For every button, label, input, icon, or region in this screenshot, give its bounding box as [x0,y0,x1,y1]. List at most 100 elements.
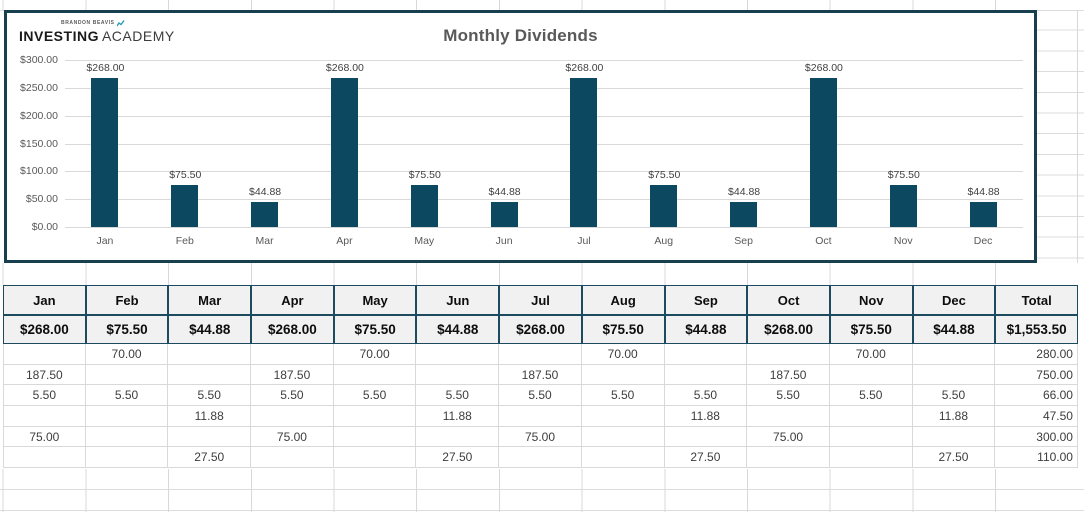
header-cell-aug[interactable]: Aug [581,285,665,315]
detail-cell[interactable] [664,344,748,365]
detail-cell[interactable] [416,344,500,365]
detail-cell[interactable]: 187.50 [3,364,86,386]
detail-cell[interactable] [499,344,582,365]
detail-cell[interactable]: 27.50 [664,447,748,469]
header-cell-dec[interactable]: Dec [912,285,996,315]
monthly-total-cell[interactable]: $44.88 [168,315,252,344]
detail-cell[interactable]: 280.00 [995,344,1078,365]
detail-cell[interactable]: 187.50 [747,364,830,386]
detail-cell[interactable] [499,447,582,469]
detail-cell[interactable] [747,447,830,469]
detail-cell[interactable]: 11.88 [416,406,500,427]
detail-cell[interactable] [3,447,86,469]
detail-cell[interactable] [747,406,830,427]
detail-cell[interactable]: 27.50 [912,447,996,469]
detail-cell[interactable] [829,426,913,448]
bar-may[interactable] [410,184,438,227]
monthly-total-cell[interactable]: $75.50 [85,315,169,344]
bar-nov[interactable] [889,184,917,227]
detail-cell[interactable] [85,426,169,448]
detail-cell[interactable]: 75.00 [3,426,86,448]
detail-cell[interactable]: 5.50 [416,385,500,407]
detail-cell[interactable] [581,364,665,386]
monthly-total-cell[interactable]: $1,553.50 [995,315,1078,344]
detail-cell[interactable] [168,344,252,365]
bar-jul[interactable] [570,77,598,227]
detail-cell[interactable]: 5.50 [581,385,665,407]
header-cell-feb[interactable]: Feb [85,285,169,315]
monthly-total-cell[interactable]: $268.00 [747,315,830,344]
detail-cell[interactable] [168,364,252,386]
detail-cell[interactable] [333,406,417,427]
header-cell-may[interactable]: May [333,285,417,315]
monthly-total-cell[interactable]: $75.50 [333,315,417,344]
bar-aug[interactable] [650,184,678,227]
detail-cell[interactable] [251,447,334,469]
detail-cell[interactable]: 5.50 [499,385,582,407]
detail-cell[interactable] [829,447,913,469]
detail-cell[interactable]: 11.88 [168,406,252,427]
detail-cell[interactable] [912,426,996,448]
detail-cell[interactable]: 5.50 [829,385,913,407]
header-cell-oct[interactable]: Oct [747,285,830,315]
bar-sep[interactable] [730,202,758,227]
detail-cell[interactable]: 70.00 [829,344,913,365]
monthly-total-cell[interactable]: $44.88 [664,315,748,344]
detail-cell[interactable]: 11.88 [664,406,748,427]
header-cell-jun[interactable]: Jun [416,285,500,315]
monthly-total-cell[interactable]: $75.50 [829,315,913,344]
detail-cell[interactable]: 75.00 [747,426,830,448]
header-cell-sep[interactable]: Sep [664,285,748,315]
detail-cell[interactable]: 70.00 [85,344,169,365]
detail-cell[interactable] [251,344,334,365]
detail-cell[interactable] [747,344,830,365]
bar-feb[interactable] [171,184,199,227]
detail-cell[interactable] [664,426,748,448]
detail-cell[interactable] [912,364,996,386]
detail-cell[interactable]: 5.50 [664,385,748,407]
bar-jan[interactable] [91,77,119,227]
detail-cell[interactable]: 5.50 [747,385,830,407]
monthly-total-cell[interactable]: $268.00 [251,315,334,344]
detail-cell[interactable]: 5.50 [3,385,86,407]
monthly-total-cell[interactable]: $44.88 [912,315,996,344]
detail-cell[interactable] [829,406,913,427]
detail-cell[interactable]: 5.50 [912,385,996,407]
header-cell-total[interactable]: Total [995,285,1078,315]
monthly-total-cell[interactable]: $268.00 [499,315,582,344]
detail-cell[interactable] [85,364,169,386]
header-cell-mar[interactable]: Mar [168,285,252,315]
detail-cell[interactable] [912,344,996,365]
bar-jun[interactable] [490,202,518,227]
detail-cell[interactable] [3,344,86,365]
detail-cell[interactable]: 5.50 [168,385,252,407]
detail-cell[interactable]: 11.88 [912,406,996,427]
detail-cell[interactable] [416,426,500,448]
detail-cell[interactable]: 110.00 [995,447,1078,469]
bar-dec[interactable] [969,202,997,227]
detail-cell[interactable]: 27.50 [416,447,500,469]
detail-cell[interactable] [581,447,665,469]
detail-cell[interactable]: 75.00 [499,426,582,448]
detail-cell[interactable]: 70.00 [581,344,665,365]
detail-cell[interactable]: 5.50 [85,385,169,407]
detail-cell[interactable] [416,364,500,386]
detail-cell[interactable]: 187.50 [499,364,582,386]
detail-cell[interactable]: 750.00 [995,364,1078,386]
detail-cell[interactable]: 47.50 [995,406,1078,427]
detail-cell[interactable] [333,426,417,448]
detail-cell[interactable]: 300.00 [995,426,1078,448]
bar-oct[interactable] [809,77,837,227]
monthly-total-cell[interactable]: $75.50 [581,315,665,344]
detail-cell[interactable] [581,426,665,448]
header-cell-nov[interactable]: Nov [829,285,913,315]
monthly-total-cell[interactable]: $44.88 [416,315,500,344]
header-cell-jul[interactable]: Jul [499,285,582,315]
detail-cell[interactable]: 5.50 [251,385,334,407]
bar-apr[interactable] [330,77,358,227]
detail-cell[interactable] [168,426,252,448]
header-cell-apr[interactable]: Apr [251,285,334,315]
detail-cell[interactable]: 70.00 [333,344,417,365]
detail-cell[interactable] [664,364,748,386]
monthly-total-cell[interactable]: $268.00 [3,315,86,344]
